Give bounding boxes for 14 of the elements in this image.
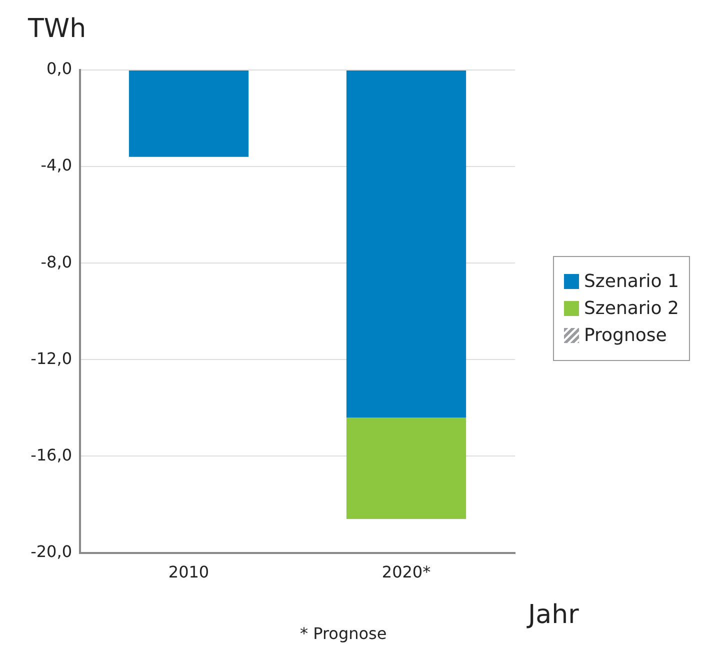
y-tick-label: -16,0 [30,445,72,464]
legend-label: Prognose [584,325,667,346]
text: * Prognose [300,624,387,643]
y-tick-label: -8,0 [40,252,72,272]
x-axis-title: Jahr [528,600,579,630]
y-axis-title: TWh [28,14,86,44]
x-tick-label: 2020* [382,562,431,582]
legend-label: Szenario 2 [584,298,679,319]
legend-label: Szenario 1 [584,271,679,292]
x-tick-label: 2010 [168,562,210,582]
y-tick-label: -12,0 [30,348,72,368]
y-tick-label: -4,0 [40,156,72,175]
y-tick-label: -20,0 [30,542,72,561]
y-tick-label: 0,0 [46,59,72,78]
